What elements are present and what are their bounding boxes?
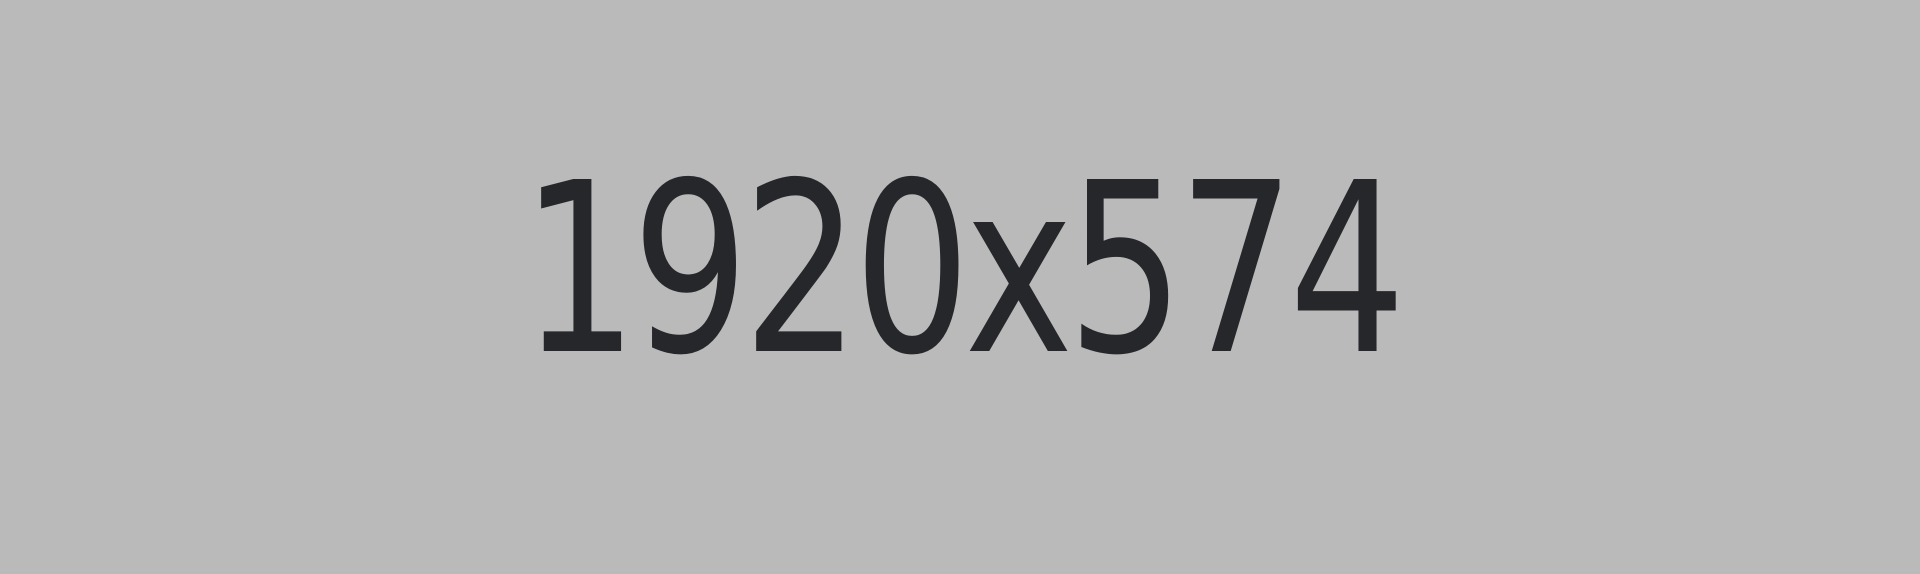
dimensions-label: 1920x574 <box>520 132 1406 407</box>
